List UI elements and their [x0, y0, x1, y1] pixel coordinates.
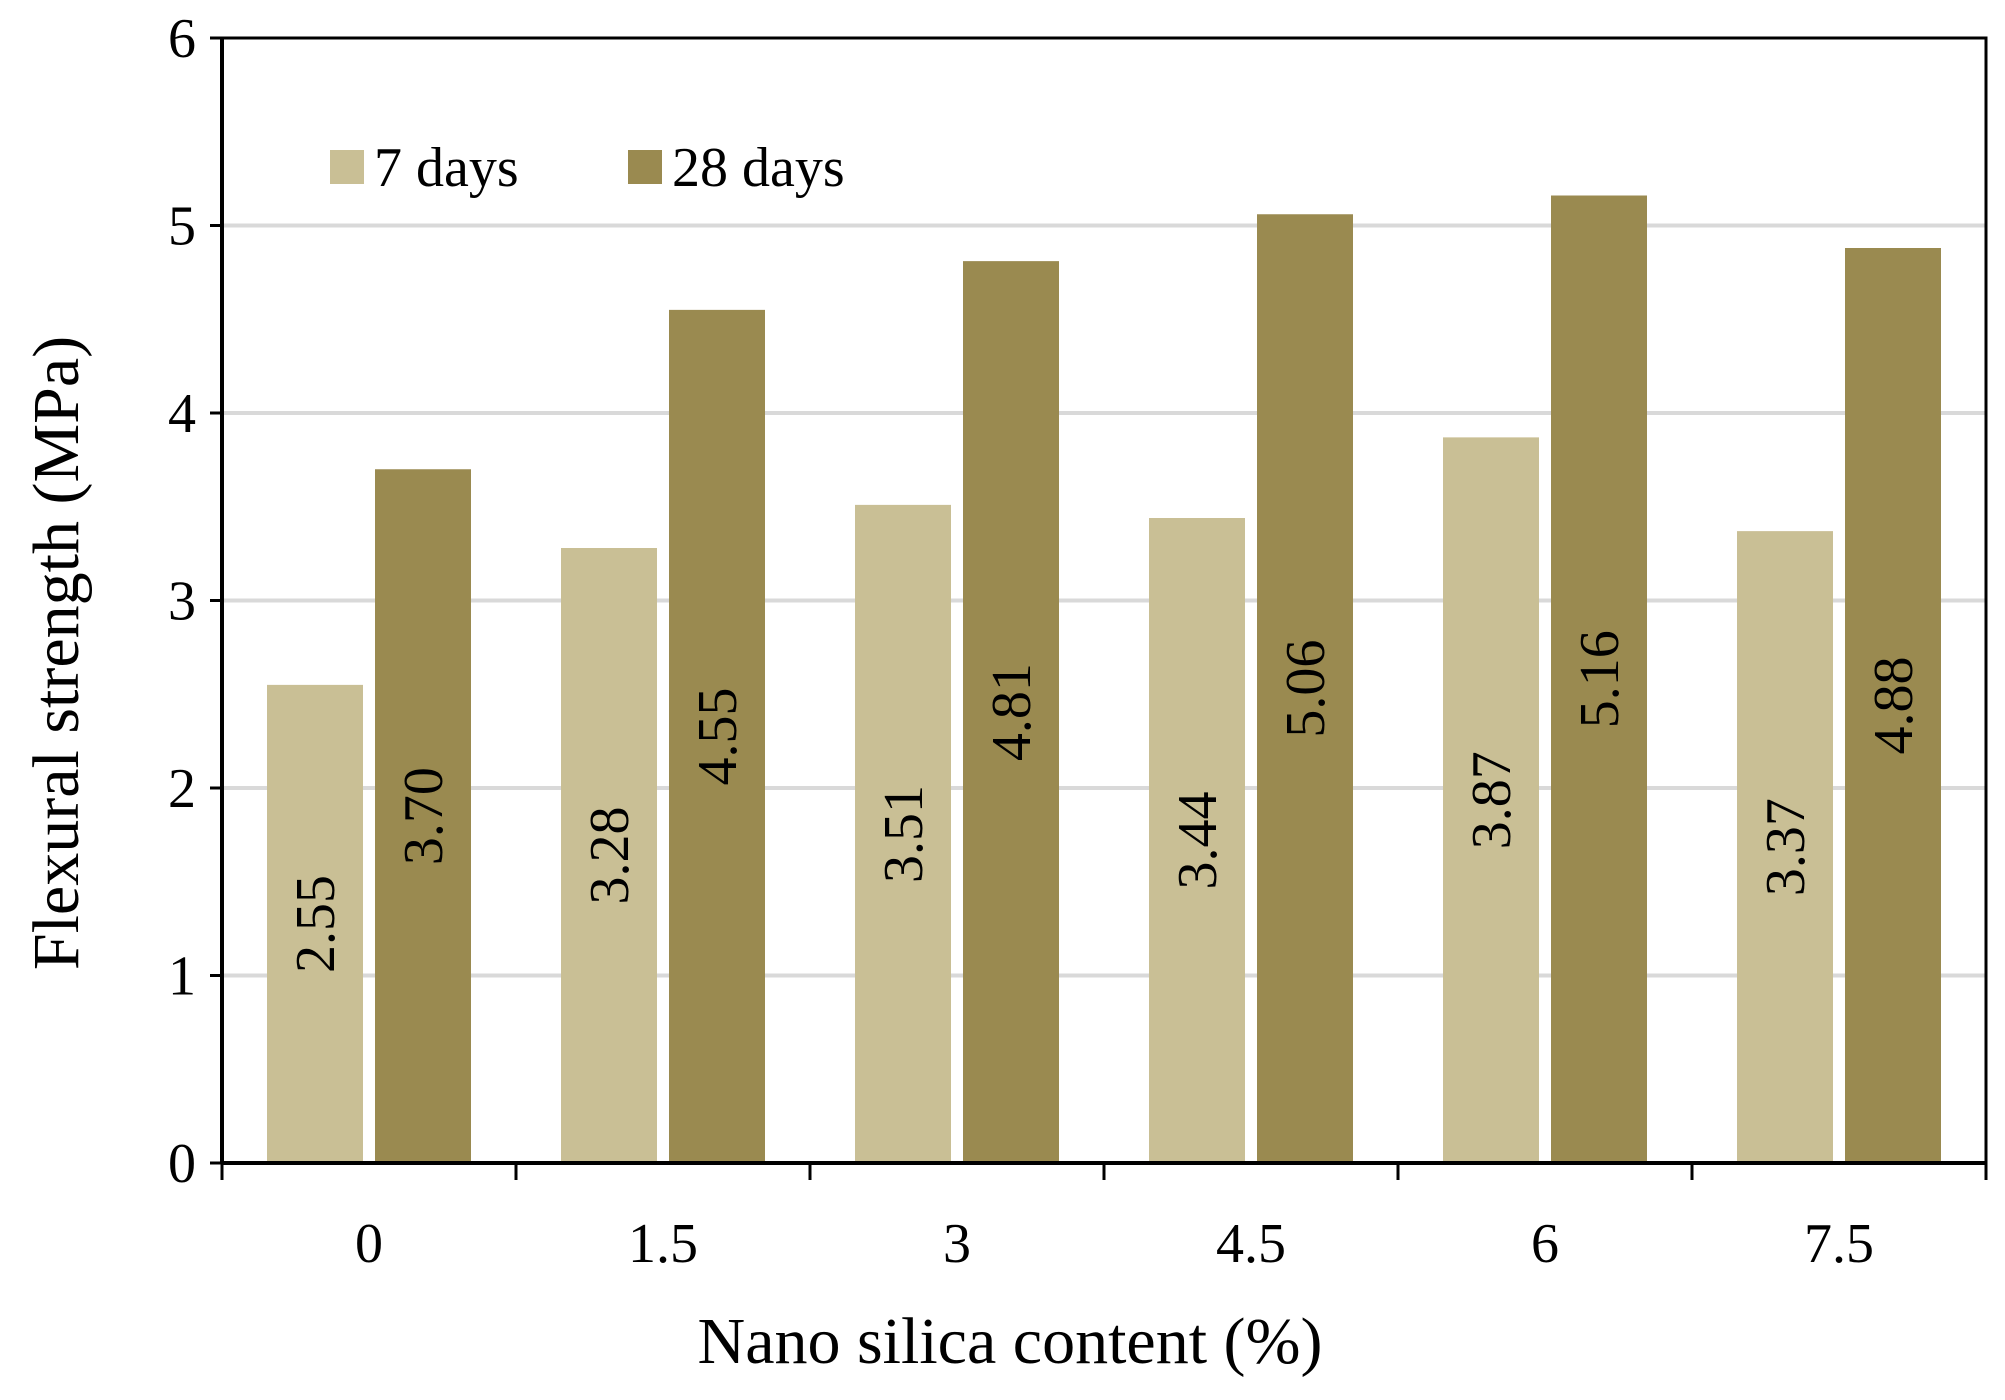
y-tick-label: 2	[168, 758, 196, 820]
y-tick-label: 3	[168, 571, 196, 633]
x-tick-label: 1.5	[628, 1213, 698, 1275]
bar	[1443, 437, 1539, 1163]
y-tick-label: 1	[168, 946, 196, 1008]
data-label: 4.55	[687, 687, 749, 785]
tick-labels: 0 1 2 3 4 5 6 0 1.5 3 4.5 6 7.5	[168, 8, 1874, 1275]
x-tick-label: 3	[943, 1213, 971, 1275]
bar	[1551, 195, 1647, 1163]
data-label: 3.70	[393, 767, 455, 865]
gridlines	[222, 223, 1986, 978]
x-axis-title: Nano silica content (%)	[698, 1305, 1323, 1378]
legend-label: 28 days	[672, 137, 845, 199]
legend-swatch	[330, 150, 364, 184]
bar	[669, 309, 765, 1163]
axes	[210, 36, 1988, 1180]
bar	[1149, 518, 1245, 1163]
data-label: 5.06	[1275, 640, 1337, 738]
y-tick-label: 6	[168, 8, 196, 70]
x-tick-label: 7.5	[1804, 1213, 1874, 1275]
data-label: 5.16	[1569, 630, 1631, 728]
y-axis-title: Flexural strength (MPa)	[20, 336, 93, 970]
data-label: 3.87	[1461, 751, 1523, 849]
bar	[561, 548, 657, 1163]
y-tick-label: 4	[168, 383, 196, 445]
data-label: 4.88	[1863, 657, 1925, 755]
y-tick-label: 5	[168, 196, 196, 258]
bar	[1257, 214, 1353, 1163]
data-label: 2.55	[285, 875, 347, 973]
legend-label: 7 days	[374, 137, 519, 199]
bars: 2.55 3.70 3.28 4.55 3.51 4.81 3.44 5.06 3.87 5.16…	[267, 195, 1941, 1163]
bar	[375, 469, 471, 1163]
data-label: 3.51	[873, 785, 935, 883]
bar	[855, 504, 951, 1163]
legend: 7 days 28 days	[330, 137, 845, 199]
bar	[267, 684, 363, 1163]
x-tick-label: 6	[1531, 1213, 1559, 1275]
y-tick-label: 0	[168, 1133, 196, 1195]
bar	[963, 261, 1059, 1163]
data-label: 3.37	[1755, 798, 1817, 896]
data-label: 4.81	[981, 663, 1043, 761]
x-tick-label: 0	[355, 1213, 383, 1275]
data-label: 3.28	[579, 807, 641, 905]
bar	[1845, 248, 1941, 1163]
data-label: 3.44	[1167, 792, 1229, 890]
x-tick-label: 4.5	[1216, 1213, 1286, 1275]
legend-swatch	[628, 150, 662, 184]
bar	[1737, 531, 1833, 1163]
